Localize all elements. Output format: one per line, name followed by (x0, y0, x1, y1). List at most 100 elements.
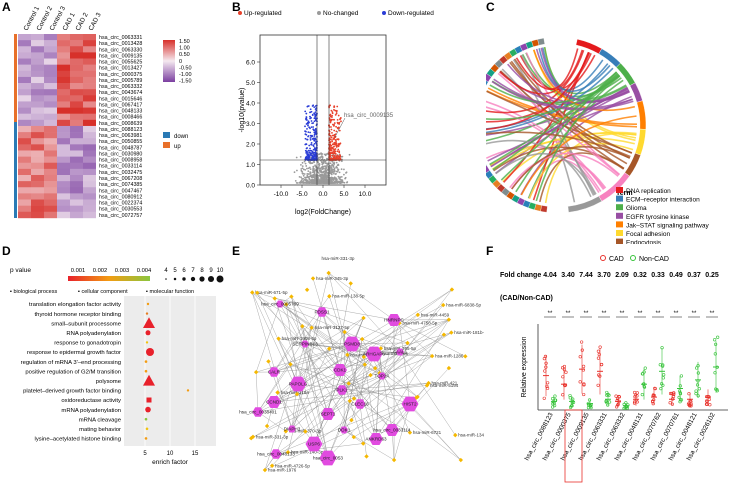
sig-marker: ** (566, 311, 571, 317)
mirna-node (342, 329, 347, 335)
point-unchanged (326, 157, 328, 160)
expression-point (561, 393, 565, 397)
heatmap-cell (70, 144, 83, 151)
chord-legend-label: ECM–receptor interaction (626, 197, 700, 204)
chord-legend-swatch (616, 187, 623, 193)
gene-node (270, 449, 282, 459)
point-down (314, 130, 317, 133)
point-unchanged (324, 169, 327, 172)
y-tick-label: 4.0 (246, 101, 255, 108)
point-unchanged (335, 172, 337, 175)
point-up (336, 118, 339, 121)
pvalue-tick: 0.001 (71, 268, 86, 274)
point-unchanged (340, 175, 343, 178)
heatmap-cell (31, 107, 44, 114)
dotplot-point (146, 348, 154, 356)
heatmap-cell (31, 46, 44, 53)
chord-ribbon (486, 52, 591, 131)
dotplot-term: regulation of mRNA 3'–end processing (21, 360, 121, 366)
gene-label: PLK1 (336, 388, 348, 393)
point-unchanged (304, 169, 307, 171)
mirna-node (288, 362, 293, 367)
heatmap-cell (44, 52, 57, 59)
point-up (330, 136, 333, 139)
point-down (305, 112, 308, 115)
point-down (309, 127, 311, 130)
panel-label-d: D (2, 244, 11, 258)
point-down (313, 112, 315, 115)
mirna-node (262, 467, 268, 473)
x-tick-label: 5.0 (339, 191, 348, 198)
mirna-node (347, 398, 353, 404)
dotplot-points (143, 302, 190, 440)
point-up (337, 148, 340, 151)
point-unchanged (295, 181, 298, 184)
heatmap-cell (44, 101, 57, 108)
heatmap-cell (70, 156, 83, 164)
expression-point (545, 384, 549, 388)
mirna-node (294, 391, 300, 397)
chord-ribbon (492, 73, 619, 171)
mirna-node (372, 366, 378, 371)
point-up (336, 105, 339, 108)
point-down (304, 149, 307, 152)
network-edge (381, 319, 449, 377)
dotplot-point (144, 369, 148, 373)
sig-marker: ** (674, 311, 679, 317)
network-edge (381, 342, 408, 377)
chord-ribbon (486, 131, 631, 158)
point-unchanged (339, 182, 341, 184)
point-up (338, 121, 341, 124)
point-unchanged (325, 165, 327, 168)
network-edge (359, 364, 365, 405)
mirna-node (304, 287, 310, 292)
mirna-label: hsa-miR-331-3p (256, 434, 289, 439)
expression-point (596, 349, 601, 353)
heatmap-cell (83, 34, 96, 41)
heatmap-cell (44, 162, 57, 170)
network-edge (252, 292, 393, 431)
point-down (314, 128, 317, 131)
point-unchanged (326, 180, 328, 183)
point-down (312, 144, 314, 147)
point-unchanged (304, 176, 306, 179)
expression-point (635, 394, 639, 398)
point-unchanged (298, 181, 301, 184)
heatmap-cell (44, 211, 57, 219)
network-edge (353, 403, 411, 438)
size-dot (173, 277, 177, 281)
dotplot-x-tick: 5 (143, 451, 147, 457)
point-unchanged (308, 177, 311, 180)
heatmap-cell (31, 34, 44, 41)
panel-label-c: C (486, 0, 495, 14)
legend-down-swatch (163, 132, 170, 138)
network-edge (279, 303, 354, 438)
volcano-ylabel: -log10(pvalue) (239, 88, 246, 133)
heatmap-cell (44, 125, 57, 133)
volcano-panel: Up-regulated No-changed Down-regulated 6… (238, 10, 434, 216)
heatmap-gene-label: hsa_circ_0030980 (99, 151, 142, 157)
point-up (333, 156, 336, 159)
pvalue-label: p value (10, 267, 31, 274)
heatmap-gene-label: hsa_circ_0008639 (99, 121, 142, 127)
expression-point (707, 397, 711, 402)
chord-legend: DNA replication ECM–receptor interactionG… (616, 187, 709, 244)
network-edge (359, 403, 410, 433)
heatmap-cell (44, 205, 57, 213)
fold-value: 2.09 (615, 272, 629, 279)
chord-legend-label: Jak–STAT signaling pathway (626, 222, 709, 229)
point-up (331, 131, 333, 134)
point-down (311, 138, 314, 140)
expression-point (578, 355, 582, 359)
point-down (306, 122, 309, 125)
point-unchanged (302, 174, 305, 177)
dotplot-xlabel: enrich factor (152, 459, 189, 466)
legend-unchanged-label: No-changed (323, 10, 359, 17)
mirna-node (345, 352, 350, 358)
gene-node (288, 425, 296, 433)
heatmap-cell (83, 211, 96, 219)
heatmap-cell (44, 83, 57, 90)
point-up (329, 143, 332, 146)
point-unchanged (305, 182, 308, 184)
point-unchanged (335, 178, 337, 181)
